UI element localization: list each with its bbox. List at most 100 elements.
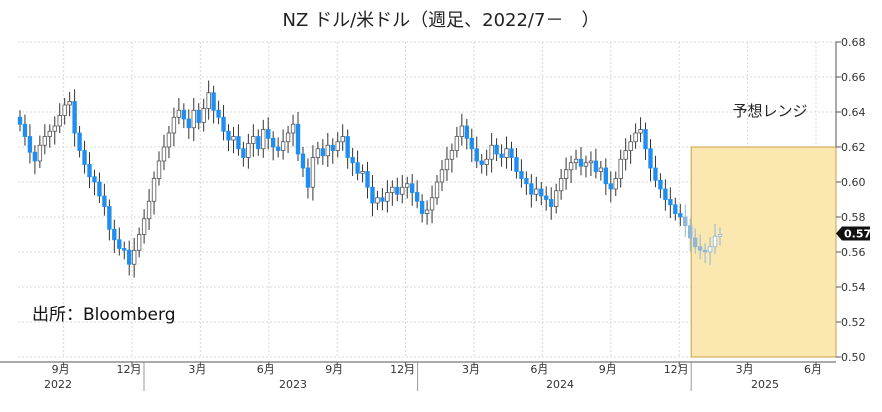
candle-body bbox=[102, 195, 107, 207]
candle-body bbox=[717, 234, 723, 237]
chart-title: NZ ドル/米ドル（週足、2022/7－ ） bbox=[283, 10, 600, 31]
x-tick-label: 9月 bbox=[325, 363, 343, 376]
candle-body bbox=[280, 141, 286, 151]
x-tick-label: 12月 bbox=[390, 363, 415, 376]
candle-body bbox=[27, 136, 33, 153]
x-tick-label: 12月 bbox=[117, 363, 142, 376]
candle-body bbox=[62, 104, 67, 116]
candle-body bbox=[72, 101, 77, 134]
x-tick-label: 9月 bbox=[599, 363, 617, 376]
year-label: 2023 bbox=[279, 378, 307, 391]
candle-body bbox=[702, 249, 708, 253]
candle-body bbox=[285, 132, 291, 143]
x-tick-label: 12月 bbox=[664, 363, 689, 376]
candle-body bbox=[77, 132, 82, 151]
candle-body bbox=[141, 218, 147, 235]
y-tick-label: 0.66 bbox=[841, 71, 866, 84]
candle-body bbox=[673, 204, 678, 214]
candle-body bbox=[47, 130, 52, 137]
candle-body bbox=[246, 143, 251, 158]
x-axis: 9月 12月 3月 6月 9月 12月 3月 6月 9月 12月 3月 6月 2022 2023 2024 2… bbox=[44, 362, 822, 391]
candle-body bbox=[434, 181, 440, 199]
candle-body bbox=[107, 206, 112, 230]
forecast-range-label: 予想レンジ bbox=[732, 102, 807, 120]
y-axis: 0.68 0.66 0.64 0.62 0.60 0.58 0.56 0.54 0.52 0.50 bbox=[836, 36, 866, 364]
candle-body bbox=[355, 162, 360, 174]
candle-body bbox=[360, 171, 365, 174]
candle-body bbox=[166, 132, 172, 148]
candle-body bbox=[92, 176, 97, 183]
candle-body bbox=[400, 186, 405, 195]
last-value-label: 0.57 bbox=[836, 226, 871, 241]
candle-body bbox=[122, 248, 127, 251]
candle-body bbox=[454, 136, 460, 151]
candle-body bbox=[405, 183, 410, 188]
y-tick-label: 0.62 bbox=[841, 141, 866, 154]
candle-body bbox=[484, 158, 489, 165]
candle-body bbox=[395, 186, 400, 195]
candle-body bbox=[181, 109, 187, 120]
x-tick-label: 3月 bbox=[736, 363, 754, 376]
candle-body bbox=[52, 125, 57, 132]
y-tick-label: 0.50 bbox=[841, 351, 866, 364]
candle-body bbox=[186, 118, 191, 129]
candle-body bbox=[563, 169, 569, 179]
candle-body bbox=[131, 249, 137, 265]
candle-body bbox=[618, 158, 623, 179]
candle-body bbox=[449, 150, 455, 160]
candle-body bbox=[712, 235, 718, 248]
candle-body bbox=[136, 234, 142, 251]
candle-body bbox=[410, 183, 415, 193]
candle-body bbox=[509, 148, 514, 158]
candle-body bbox=[290, 123, 296, 134]
candle-body bbox=[345, 136, 350, 158]
candle-body bbox=[385, 192, 390, 202]
candle-body bbox=[444, 158, 450, 171]
candle-body bbox=[549, 199, 554, 207]
candle-body bbox=[683, 216, 688, 227]
candle-body bbox=[97, 181, 102, 197]
candle-body bbox=[613, 178, 618, 190]
candle-body bbox=[67, 101, 72, 106]
x-tick-label: 3月 bbox=[188, 363, 206, 376]
x-tick-label: 6月 bbox=[257, 363, 275, 376]
forecast-range-box bbox=[690, 146, 837, 358]
candle-body bbox=[221, 116, 226, 132]
candle-body bbox=[226, 130, 231, 141]
candle-body bbox=[310, 157, 316, 188]
candle-body bbox=[335, 141, 340, 151]
candle-body bbox=[573, 158, 579, 164]
candle-body bbox=[206, 92, 211, 109]
candle-body bbox=[479, 160, 484, 165]
candle-body bbox=[112, 228, 117, 241]
candle-body bbox=[231, 136, 236, 141]
candle-body bbox=[196, 109, 201, 123]
year-label: 2024 bbox=[546, 378, 574, 391]
candle-body bbox=[320, 148, 326, 157]
candle-body bbox=[648, 148, 653, 169]
x-tick-label: 6月 bbox=[530, 363, 548, 376]
candle-body bbox=[464, 125, 469, 139]
candle-body bbox=[300, 153, 306, 169]
candle-body bbox=[370, 186, 375, 204]
candle-body bbox=[57, 115, 62, 127]
candle-body bbox=[156, 160, 162, 179]
candle-body bbox=[350, 157, 355, 164]
candle-body bbox=[390, 186, 395, 193]
candle-body bbox=[429, 197, 435, 211]
candle-body bbox=[211, 92, 216, 111]
candle-body bbox=[365, 171, 370, 188]
candle-body bbox=[499, 153, 504, 158]
candle-body bbox=[638, 129, 643, 134]
year-label: 2025 bbox=[751, 378, 779, 391]
candle-body bbox=[419, 200, 425, 214]
candle-body bbox=[330, 144, 335, 151]
candle-body bbox=[474, 148, 479, 162]
y-tick-label: 0.58 bbox=[841, 211, 866, 224]
candlesticks bbox=[17, 80, 723, 278]
candle-body bbox=[17, 116, 23, 125]
candle-body bbox=[459, 125, 465, 137]
year-label: 2022 bbox=[44, 378, 72, 391]
candle-body bbox=[87, 164, 92, 178]
candle-body bbox=[216, 109, 221, 118]
